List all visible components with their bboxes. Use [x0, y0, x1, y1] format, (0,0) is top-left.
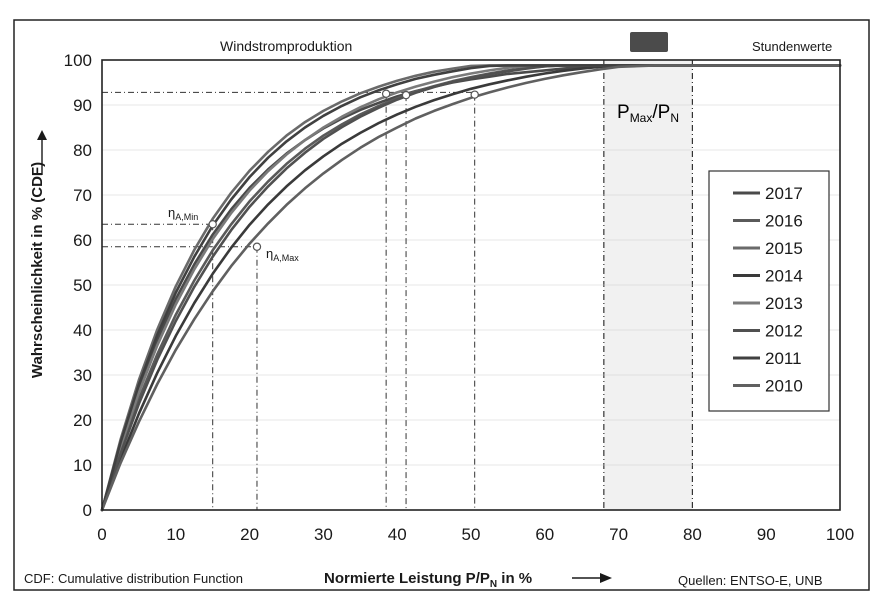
x-tick-label: 60 — [535, 525, 554, 544]
x-axis-arrow-icon — [600, 573, 612, 583]
plot-area-border — [101, 59, 841, 511]
y-tick-label: 50 — [73, 276, 92, 295]
legend-swatch-icon — [630, 32, 668, 52]
cdf-curves — [100, 64, 842, 512]
threshold-marker — [381, 89, 391, 98]
legend-box — [708, 170, 830, 412]
legend-label-2010: 2010 — [765, 377, 803, 396]
y-tick-label: 90 — [73, 96, 92, 115]
footnote-left: CDF: Cumulative distribution Function — [24, 571, 243, 586]
x-tick-labels: 0 10 20 30 40 50 60 70 80 90 100 — [97, 525, 854, 544]
x-axis-title-main: Normierte Leistung P/P — [324, 570, 490, 587]
x-tick-label: 50 — [462, 525, 481, 544]
y-tick-label: 70 — [73, 186, 92, 205]
legend: 2017 2016 2015 2014 2013 2012 2011 2010 — [708, 170, 830, 412]
x-tick-label: 30 — [314, 525, 333, 544]
chart-frame — [13, 19, 870, 591]
title-right: Stundenwerte — [752, 39, 832, 54]
x-axis-title: Normierte Leistung P/PN in % — [324, 570, 532, 590]
pmax-pn-label: PMax/PN — [617, 102, 679, 125]
eta-max-symbol: η — [266, 246, 273, 261]
x-tick-label: 0 — [97, 525, 106, 544]
legend-label-2013: 2013 — [765, 294, 803, 313]
eta-min-label: ηA,Min — [168, 205, 198, 222]
y-axis-arrow-icon — [37, 130, 47, 140]
pmax-sub-n: N — [670, 111, 679, 125]
title-left: Windstromproduktion — [220, 38, 352, 54]
x-axis-title-tail: in % — [497, 570, 532, 587]
x-tick-label: 80 — [683, 525, 702, 544]
y-tick-label: 100 — [64, 51, 92, 70]
legend-label-2011: 2011 — [765, 349, 802, 368]
guide-lines — [102, 91, 476, 510]
x-axis-title-sub: N — [490, 579, 497, 590]
legend-label-2017: 2017 — [765, 184, 803, 203]
y-tick-label: 0 — [83, 501, 92, 520]
y-tick-label: 60 — [73, 231, 92, 250]
legend-label-2016: 2016 — [765, 212, 803, 231]
threshold-marker — [252, 242, 262, 251]
x-tick-label: 90 — [757, 525, 776, 544]
eta-min-sub: A,Min — [175, 212, 198, 222]
pmax-p: P — [617, 102, 630, 123]
y-axis-title: Wahrscheinlichkeit in % (CDF) — [29, 162, 46, 378]
series-line-2010 — [100, 64, 842, 512]
eta-min-symbol: η — [168, 205, 175, 220]
threshold-markers — [208, 89, 479, 251]
footnote-right: Quellen: ENTSO-E, UNB — [678, 573, 823, 588]
y-tick-label: 10 — [73, 456, 92, 475]
threshold-marker — [470, 90, 479, 99]
y-tick-label: 30 — [73, 366, 92, 385]
y-tick-labels: 0 10 20 30 40 50 60 70 80 90 100 — [64, 51, 92, 520]
threshold-marker — [401, 90, 411, 100]
pmax-sub-max: Max — [630, 111, 653, 125]
pmax-slash-p: /P — [652, 102, 670, 123]
legend-items: 2017 2016 2015 2014 2013 2012 2011 2010 — [733, 184, 803, 396]
eta-max-label: ηA,Max — [266, 246, 299, 263]
legend-label-2015: 2015 — [765, 239, 803, 258]
y-tick-label: 80 — [73, 141, 92, 160]
eta-max-sub: A,Max — [273, 253, 299, 263]
x-tick-label: 70 — [609, 525, 628, 544]
y-tick-label: 20 — [73, 411, 92, 430]
x-tick-label: 20 — [240, 525, 259, 544]
threshold-marker — [208, 220, 217, 229]
x-tick-label: 10 — [166, 525, 185, 544]
legend-label-2012: 2012 — [765, 322, 803, 341]
y-tick-label: 40 — [73, 321, 92, 340]
x-tick-label: 100 — [826, 525, 854, 544]
x-tick-label: 40 — [388, 525, 407, 544]
legend-label-2014: 2014 — [765, 267, 803, 286]
